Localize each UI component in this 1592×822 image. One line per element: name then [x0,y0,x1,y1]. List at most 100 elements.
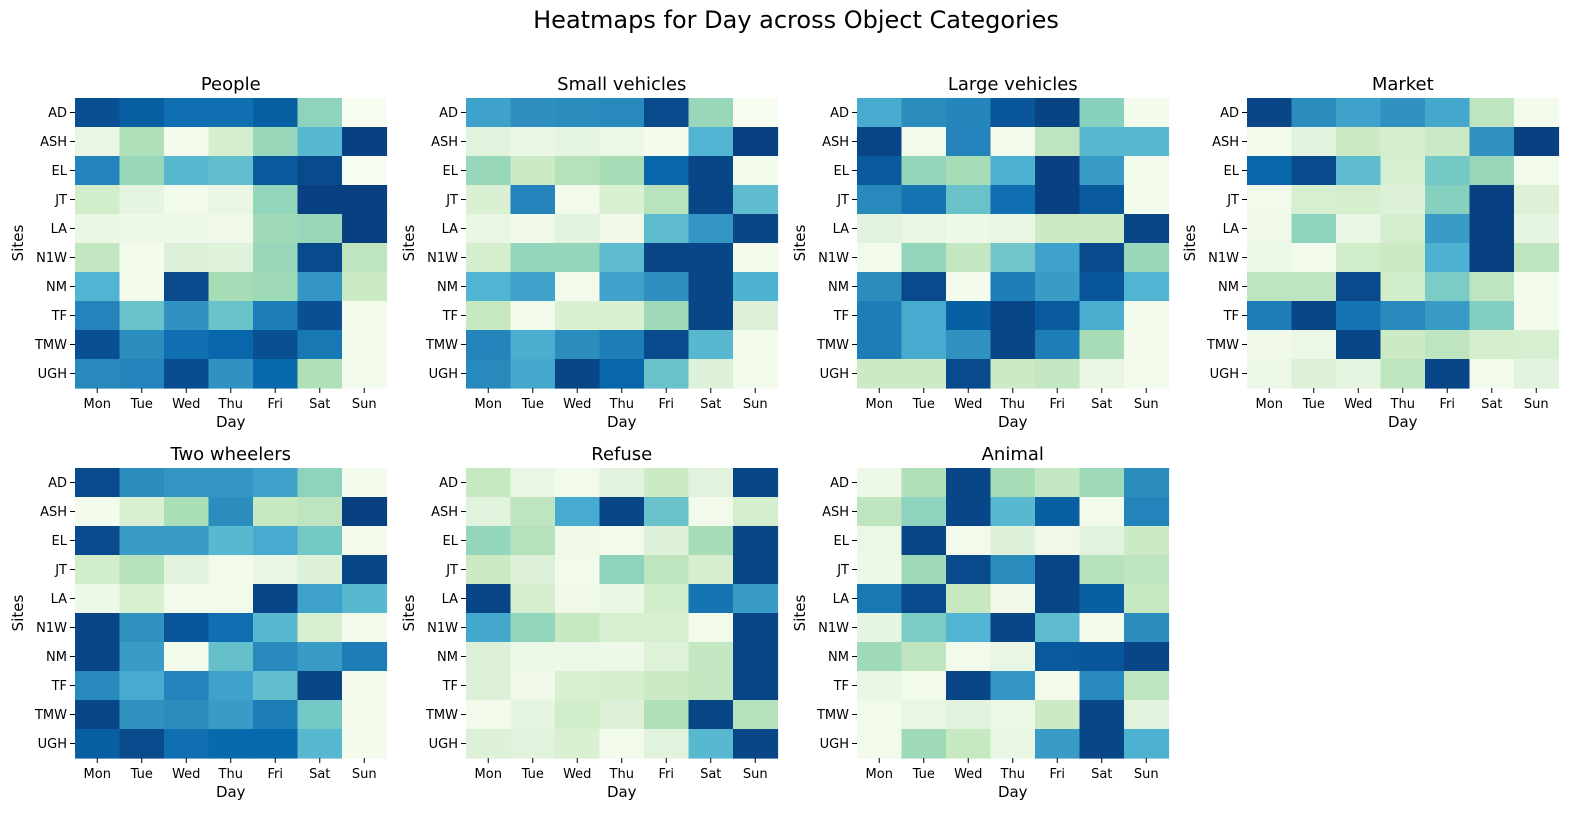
heatmap-cell [208,301,254,331]
heatmap-cell [164,700,210,730]
y-tick-label: TMW [425,708,458,723]
heatmap-cell [1291,330,1337,360]
heatmap-cell [733,555,779,585]
heatmap-cell [75,497,121,527]
y-tick-label: TF [442,679,458,694]
heatmap-cell [688,301,734,331]
heatmap-cell [1035,359,1081,389]
x-tick-label: Sat [1481,397,1502,412]
heatmap-cell [342,497,388,527]
heatmap-cell [946,729,992,759]
x-tick-label: Mon [475,767,502,782]
y-tick-label: LA [442,222,459,237]
heatmap-cell [1336,243,1382,273]
y-tick-label: JT [836,563,849,578]
heatmap-cell [555,185,601,215]
y-tick-label: LA [833,222,850,237]
heatmap-cell [990,671,1036,701]
y-tick-label: AD [439,476,458,491]
panel-two-wheelers-title: Two wheelers [169,444,291,465]
heatmap-cell [342,468,388,498]
heatmap-cell [688,497,734,527]
y-tick-label: UGH [429,367,458,382]
heatmap-cell [75,468,121,498]
heatmap-cell [644,214,690,244]
heatmap-cell [599,700,645,730]
heatmap-cell [1469,185,1515,215]
heatmap-cell [555,301,601,331]
heatmap-cell [1247,214,1293,244]
heatmap-cell [1469,301,1515,331]
heatmap-cell [119,272,165,302]
heatmap-cell [733,127,779,157]
heatmap-cell [857,497,903,527]
heatmap-cell [342,359,388,389]
y-tick-label: ASH [431,505,458,520]
heatmap-cell [297,156,343,186]
heatmap-cell [1035,156,1081,186]
heatmap-cell [1035,301,1081,331]
y-tick-label: TF [442,309,458,324]
heatmap-cell [688,671,734,701]
heatmap-cell [342,671,388,701]
heatmap-cell [688,613,734,643]
heatmap-cell [297,98,343,128]
y-tick-label: N1W [1208,251,1239,266]
heatmap-cell [297,359,343,389]
heatmap-cell [253,497,299,527]
heatmap-cell [164,214,210,244]
heatmap-cell [688,359,734,389]
heatmap-cell [1124,613,1170,643]
heatmap-cell [342,584,388,614]
heatmap-cell [1336,127,1382,157]
heatmap-cell [990,359,1036,389]
y-tick-label: NM [1218,280,1239,295]
heatmap-cell [342,613,388,643]
heatmap-cell [466,185,512,215]
y-tick-label: N1W [818,251,849,266]
heatmap-cell [1425,98,1471,128]
y-axis-label: Sites [9,225,27,262]
heatmap-cell [1425,301,1471,331]
heatmap-cell [946,526,992,556]
heatmap-cell [688,700,734,730]
heatmap-cell [599,156,645,186]
x-tick-label: Thu [1000,397,1025,412]
heatmap-cell [510,243,556,273]
heatmap-cell [1514,127,1560,157]
heatmap-cell [119,214,165,244]
heatmap-cell [990,584,1036,614]
heatmap-cell [688,214,734,244]
y-tick-label: ASH [1212,135,1239,150]
heatmap-cell [1124,98,1170,128]
heatmap-cell [253,468,299,498]
heatmap-cell [1079,185,1125,215]
heatmap-cell [1124,526,1170,556]
heatmap-cell [297,301,343,331]
heatmap-cell [1035,214,1081,244]
heatmap-cell [555,359,601,389]
x-tick-label: Tue [521,397,544,412]
x-tick-label: Mon [1256,397,1283,412]
y-tick-label: JT [54,193,67,208]
y-tick-label: TMW [816,338,849,353]
heatmap-cell [990,214,1036,244]
heatmap-cell [342,700,388,730]
heatmap-cell [599,98,645,128]
heatmap-cell [688,555,734,585]
heatmap-cell [1124,497,1170,527]
heatmap-cell [119,185,165,215]
heatmap-cell [510,584,556,614]
heatmap-cell [857,700,903,730]
heatmap-cell [1124,214,1170,244]
heatmap-cell [75,526,121,556]
y-tick-label: TF [833,679,849,694]
heatmap-cell [733,243,779,273]
heatmap-cell [644,185,690,215]
heatmap-cell [466,156,512,186]
heatmap-cell [946,359,992,389]
heatmap-cell [1124,272,1170,302]
heatmap-cell [342,330,388,360]
panel-small-vehicles: Small vehicles AD ASH EL JT LA N1W NM TF TMW UGH Mo… [400,74,779,431]
heatmap-cell [1035,98,1081,128]
